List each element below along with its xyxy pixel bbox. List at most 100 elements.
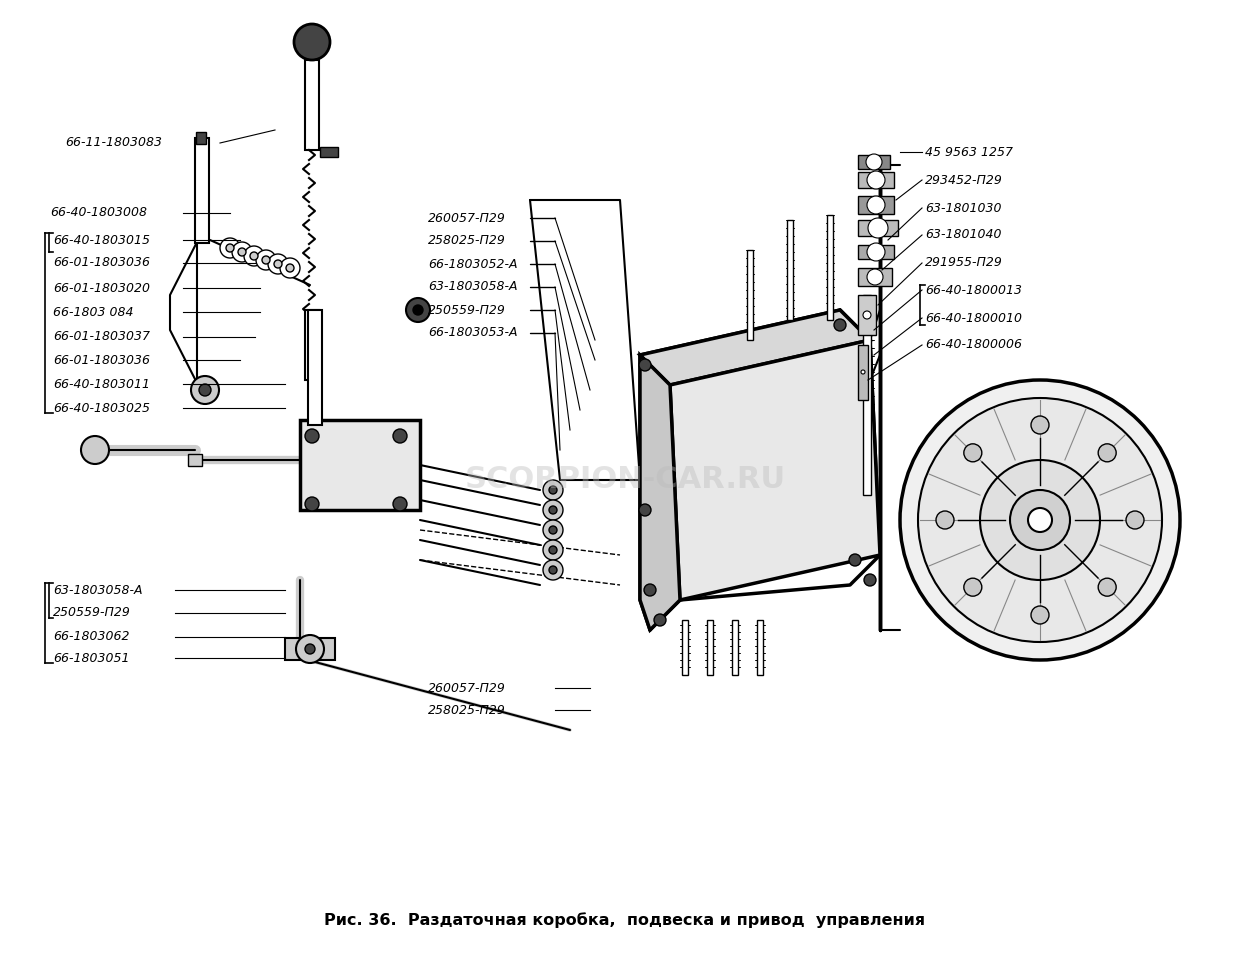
Circle shape	[1010, 490, 1070, 550]
Circle shape	[220, 238, 240, 258]
Circle shape	[296, 635, 324, 663]
Bar	[858, 196, 894, 214]
Circle shape	[862, 311, 871, 319]
Circle shape	[542, 480, 562, 500]
Bar	[732, 620, 738, 675]
Text: 66-01-1803020: 66-01-1803020	[52, 281, 150, 295]
Circle shape	[274, 260, 282, 268]
Bar	[858, 245, 894, 259]
Circle shape	[542, 520, 562, 540]
Circle shape	[199, 384, 211, 396]
Bar	[748, 250, 752, 340]
Text: 260057-П29: 260057-П29	[428, 682, 506, 694]
Circle shape	[936, 511, 954, 529]
Text: 63-1803058-А: 63-1803058-А	[428, 280, 518, 294]
Circle shape	[305, 429, 319, 443]
Circle shape	[861, 370, 865, 374]
Bar	[858, 268, 892, 286]
Circle shape	[412, 305, 422, 315]
Text: 63-1801030: 63-1801030	[925, 202, 1001, 214]
Circle shape	[980, 460, 1100, 580]
Polygon shape	[640, 355, 680, 630]
Bar	[305, 60, 319, 150]
Circle shape	[964, 444, 981, 462]
Circle shape	[305, 644, 315, 654]
Circle shape	[549, 546, 558, 554]
Text: 66-01-1803036: 66-01-1803036	[52, 353, 150, 367]
Text: 66-40-1800010: 66-40-1800010	[925, 311, 1022, 324]
Text: 66-01-1803036: 66-01-1803036	[52, 256, 150, 270]
Circle shape	[900, 380, 1180, 660]
Circle shape	[867, 243, 885, 261]
Circle shape	[406, 298, 430, 322]
Circle shape	[191, 376, 219, 404]
Bar	[285, 638, 335, 660]
Circle shape	[244, 246, 264, 266]
Circle shape	[834, 319, 846, 331]
Text: 250559-П29: 250559-П29	[52, 607, 131, 619]
Bar	[858, 295, 876, 335]
Circle shape	[392, 497, 408, 511]
Text: SCORPION-CAR.RU: SCORPION-CAR.RU	[465, 466, 785, 494]
Text: 66-40-1800013: 66-40-1800013	[925, 283, 1022, 297]
Circle shape	[867, 196, 885, 214]
Circle shape	[226, 244, 234, 252]
Circle shape	[305, 497, 319, 511]
Circle shape	[867, 171, 885, 189]
Text: 66-40-1800006: 66-40-1800006	[925, 339, 1022, 351]
Circle shape	[280, 258, 300, 278]
Bar	[195, 138, 209, 243]
Circle shape	[866, 154, 882, 170]
Circle shape	[1099, 444, 1116, 462]
Circle shape	[542, 540, 562, 560]
Text: 258025-П29: 258025-П29	[428, 704, 506, 716]
Circle shape	[867, 218, 887, 238]
Bar	[308, 310, 322, 425]
Circle shape	[1031, 416, 1049, 434]
Text: 66-1803051: 66-1803051	[52, 652, 130, 664]
Circle shape	[549, 486, 558, 494]
Circle shape	[232, 242, 253, 262]
Bar	[188, 454, 202, 466]
Text: Рис. 36.  Раздаточная коробка,  подвеска и привод  управления: Рис. 36. Раздаточная коробка, подвеска и…	[325, 912, 925, 928]
Circle shape	[542, 560, 562, 580]
Bar	[682, 620, 688, 675]
Circle shape	[256, 250, 276, 270]
Circle shape	[639, 504, 651, 516]
Bar	[320, 147, 338, 157]
Circle shape	[238, 248, 246, 256]
Circle shape	[1031, 606, 1049, 624]
Circle shape	[294, 24, 330, 60]
Circle shape	[849, 554, 861, 566]
Bar	[300, 420, 420, 510]
Bar	[858, 345, 868, 400]
Circle shape	[644, 584, 656, 596]
Bar	[707, 620, 712, 675]
Bar	[305, 310, 319, 380]
Circle shape	[549, 566, 558, 574]
Circle shape	[654, 614, 666, 626]
Text: 66-11-1803083: 66-11-1803083	[65, 136, 162, 150]
Text: 260057-П29: 260057-П29	[428, 211, 506, 225]
Circle shape	[262, 256, 270, 264]
Circle shape	[549, 506, 558, 514]
Text: 66-1803053-А: 66-1803053-А	[428, 326, 518, 340]
Bar	[828, 215, 832, 320]
Text: 63-1801040: 63-1801040	[925, 228, 1001, 242]
Text: 293452-П29: 293452-П29	[925, 174, 1003, 186]
Text: 66-1803 084: 66-1803 084	[52, 305, 134, 319]
Circle shape	[867, 269, 882, 285]
Text: 250559-П29: 250559-П29	[428, 303, 506, 317]
Polygon shape	[670, 340, 880, 600]
Text: 291955-П29: 291955-П29	[925, 256, 1003, 270]
Text: 66-1803062: 66-1803062	[52, 631, 130, 643]
Circle shape	[1028, 508, 1052, 532]
Polygon shape	[640, 310, 870, 385]
Circle shape	[542, 500, 562, 520]
Bar	[788, 220, 792, 320]
Circle shape	[1126, 511, 1144, 529]
Text: 63-1803058-А: 63-1803058-А	[52, 584, 142, 596]
Text: 66-40-1803025: 66-40-1803025	[52, 401, 150, 415]
Circle shape	[864, 574, 876, 586]
Circle shape	[964, 578, 981, 596]
